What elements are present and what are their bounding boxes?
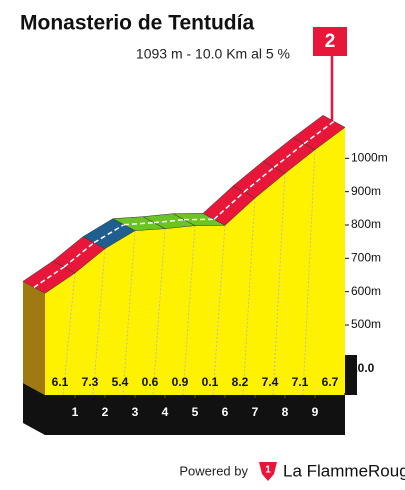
km-divider (242, 197, 256, 396)
center-dash (93, 224, 125, 244)
side-face (23, 281, 45, 395)
brand-logo (259, 462, 277, 481)
flag (313, 27, 347, 56)
y-tick-label: 600m (351, 284, 381, 298)
center-dash (63, 242, 95, 268)
gradient-label: 7.4 (262, 375, 279, 389)
x-tick-label: 4 (162, 405, 169, 419)
km-divider (302, 149, 316, 396)
x-tick-label: 8 (282, 405, 289, 419)
gradient-label: 7.3 (82, 375, 99, 389)
base-band (23, 383, 345, 435)
y-tick-label: 800m (351, 217, 381, 231)
y-tick-label: 900m (351, 184, 381, 198)
center-dash (213, 191, 245, 220)
x-tick-label: 6 (222, 405, 229, 419)
x-tick-label: 7 (252, 405, 259, 419)
x-tick-label: 3 (132, 405, 139, 419)
top-band (345, 355, 357, 395)
center-dash (303, 120, 335, 145)
x-tick-label: 1 (72, 405, 79, 419)
x-tick-label: 2 (102, 405, 109, 419)
x-tick-label: 10.0 (351, 361, 375, 375)
gradient-label: 7.1 (292, 375, 309, 389)
x-tick-label: 9 (312, 405, 319, 419)
climb-number: 2 (325, 31, 336, 52)
km-divider (122, 230, 136, 396)
center-dash (243, 166, 275, 193)
chart-subtitle: 1093 m - 10.0 Km al 5 % (136, 46, 290, 62)
center-dash (123, 221, 155, 226)
x-tick-label: 5 (192, 405, 199, 419)
gradient-label: 0.6 (142, 375, 159, 389)
y-tick-label: 500m (351, 317, 381, 331)
powered-by: Powered by (179, 463, 248, 478)
gradient-label: 8.2 (232, 375, 249, 389)
brand-number: 1 (265, 465, 271, 476)
y-tick-label: 1000m (351, 151, 388, 165)
center-dash (273, 143, 305, 168)
gradient-label: 5.4 (112, 375, 129, 389)
chart-title: Monasterio de Tentudía (20, 12, 254, 35)
km-divider (212, 225, 226, 396)
km-divider (272, 173, 286, 396)
km-divider (92, 248, 106, 396)
km-divider (182, 225, 196, 396)
gradient-label: 0.9 (172, 375, 189, 389)
center-dash (153, 218, 185, 224)
center-dash (33, 266, 65, 288)
y-tick-label: 700m (351, 251, 381, 265)
front-face (45, 127, 345, 395)
gradient-label: 0.1 (202, 375, 219, 389)
gradient-label: 6.1 (52, 375, 69, 389)
plot: 6.1 7.3 5.4 0.6 0.9 0.1 8.2 7.4 7.1 6.7 1 2 3 4 5 6 7 8 9 1… (22, 115, 388, 435)
km-divider (62, 272, 76, 396)
brand-name: La FlammeRouge (283, 461, 405, 480)
gradient-label: 6.7 (322, 375, 339, 389)
